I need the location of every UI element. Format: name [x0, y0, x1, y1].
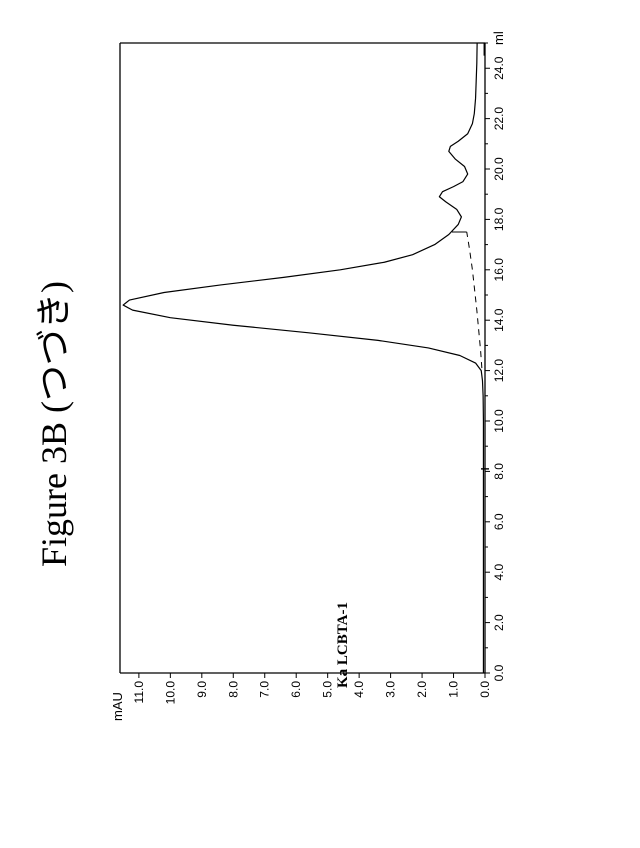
- svg-text:mAU: mAU: [110, 692, 125, 721]
- svg-text:5.0: 5.0: [321, 681, 335, 698]
- svg-text:0.0: 0.0: [492, 664, 506, 681]
- page: Figure 3B (つづき) Ka LCBTA-1 0.01.02.03.04…: [0, 0, 640, 848]
- svg-text:2.0: 2.0: [492, 614, 506, 631]
- svg-text:0.0: 0.0: [478, 681, 492, 698]
- svg-text:4.0: 4.0: [352, 681, 366, 698]
- svg-text:ml: ml: [491, 31, 506, 45]
- svg-text:1.0: 1.0: [447, 681, 461, 698]
- svg-text:10.0: 10.0: [492, 409, 506, 433]
- svg-text:8.0: 8.0: [492, 463, 506, 480]
- svg-text:22.0: 22.0: [492, 107, 506, 131]
- svg-text:4.0: 4.0: [492, 564, 506, 581]
- svg-text:6.0: 6.0: [492, 513, 506, 530]
- svg-text:10.0: 10.0: [163, 681, 177, 705]
- svg-text:12.0: 12.0: [492, 359, 506, 383]
- svg-text:6.0: 6.0: [289, 681, 303, 698]
- svg-text:24.0: 24.0: [492, 56, 506, 80]
- svg-text:7.0: 7.0: [258, 681, 272, 698]
- svg-text:11.0: 11.0: [132, 681, 146, 704]
- svg-text:16.0: 16.0: [492, 258, 506, 282]
- svg-text:2.0: 2.0: [415, 681, 429, 698]
- svg-text:14.0: 14.0: [492, 308, 506, 332]
- landscape-content: Figure 3B (つづき) Ka LCBTA-1 0.01.02.03.04…: [0, 0, 640, 848]
- svg-text:9.0: 9.0: [195, 681, 209, 698]
- chromatogram-chart: 0.0 1.0 2.0 3.0 4.0 5.0 6.0 7.0 8.0 9.0 10.0 11.0 mA…: [110, 28, 530, 728]
- svg-text:8.0: 8.0: [226, 681, 240, 698]
- svg-text:18.0: 18.0: [492, 207, 506, 231]
- figure-title: Figure 3B (つづき): [25, 0, 77, 848]
- svg-text:20.0: 20.0: [492, 157, 506, 181]
- svg-text:3.0: 3.0: [384, 681, 398, 698]
